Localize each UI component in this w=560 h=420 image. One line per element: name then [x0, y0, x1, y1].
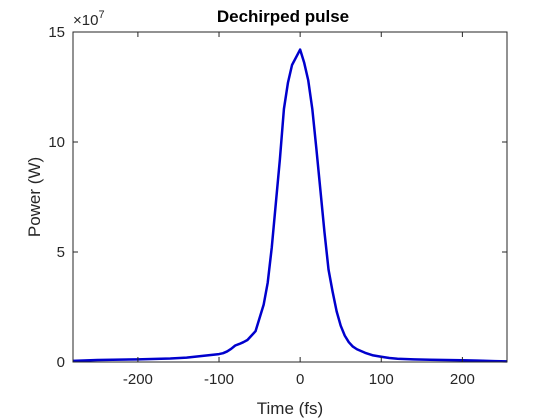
x-axis-label: Time (fs): [257, 399, 323, 418]
curve-layer: [72, 48, 508, 363]
x-tick-label: 0: [296, 371, 304, 388]
plot-background: [73, 32, 507, 362]
x-tick-label: -100: [204, 371, 234, 388]
y-tick-label: 10: [48, 134, 65, 151]
y-exponent-power: 7: [98, 9, 104, 21]
x-tick-label: 200: [450, 371, 475, 388]
y-exponent-base: ×10: [73, 12, 98, 29]
y-ticks: 0 5 10 15: [48, 24, 507, 371]
x-tick-label: -200: [123, 371, 153, 388]
y-exponent-label: ×107: [73, 9, 105, 29]
chart-title: Dechirped pulse: [217, 7, 349, 26]
x-ticks: -200 -100 0 100 200: [123, 32, 475, 388]
series-line-0: [72, 48, 508, 363]
plot-frame: [72, 31, 508, 363]
y-tick-label: 15: [48, 24, 65, 41]
y-axis-label: Power (W): [25, 157, 44, 237]
y-tick-label: 5: [57, 244, 65, 261]
y-tick-label: 0: [57, 354, 65, 371]
x-tick-label: 100: [369, 371, 394, 388]
